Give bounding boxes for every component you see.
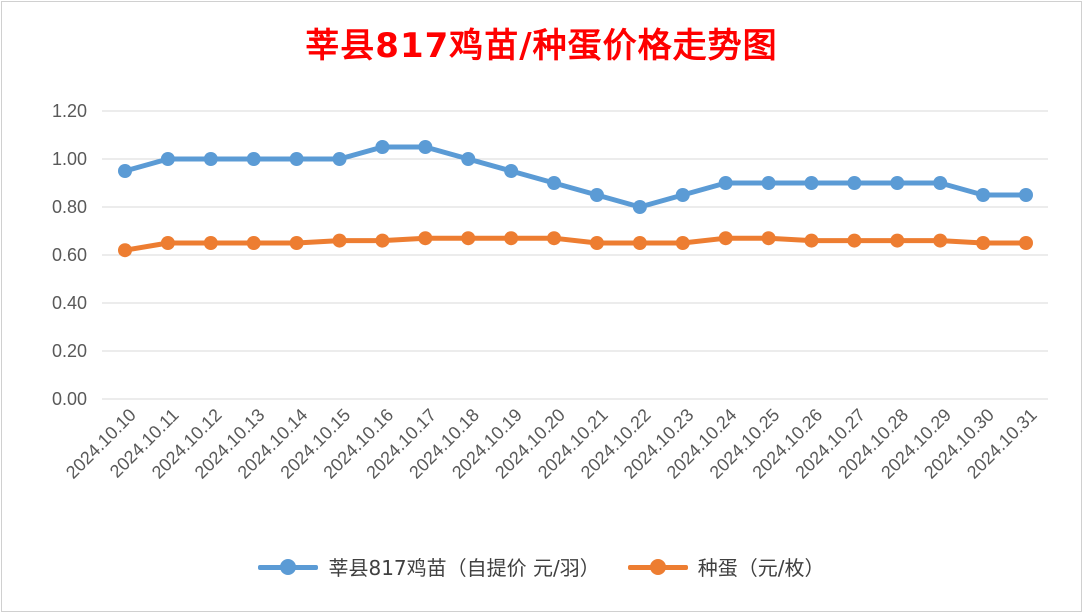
series-1-point-20 [976,188,991,202]
series-2-point-3 [246,236,261,250]
series-1-point-14 [718,176,733,190]
series-1-point-2 [203,152,218,166]
y-tick-label-2: 0.40 [52,293,87,313]
series-2-point-14 [718,231,733,246]
series-1-point-4 [289,152,304,166]
legend-item-series-1: 莘县817鸡苗（自提价 元/羽） [258,552,600,581]
series-1-point-1 [160,152,175,166]
series-1-point-0 [118,164,132,178]
y-tick-label-0: 0.00 [52,389,87,409]
legend-swatch-series-1 [258,557,319,577]
series-2-point-16 [804,233,819,248]
series-2-point-2 [203,236,218,250]
series-1-point-5 [332,152,347,166]
series-1-point-19 [933,176,948,190]
legend-label-series-2: 种蛋（元/枚） [697,556,825,580]
series-2-point-12 [632,236,647,250]
series-1-point-13 [675,188,690,202]
y-tick-label-3: 0.60 [52,245,87,265]
series-2-point-15 [761,231,776,246]
series-1-point-11 [589,188,604,202]
series-2-point-20 [976,236,991,250]
series-2-point-10 [547,231,562,246]
series-1-point-17 [847,176,862,190]
series-1-point-9 [504,164,519,178]
series-1-point-7 [418,140,433,154]
series-line-1 [122,144,1029,210]
legend-item-series-2: 种蛋（元/枚） [627,552,825,581]
series-1-point-6 [375,140,390,154]
series-2-point-6 [375,233,390,248]
chart-title: 莘县817鸡苗/种蛋价格走势图 [305,26,778,66]
series-2-point-9 [504,231,519,246]
series-2-point-5 [332,233,347,248]
series-1-point-16 [804,176,819,190]
series-1-point-8 [461,152,476,166]
legend-label-series-1: 莘县817鸡苗（自提价 元/羽） [328,556,600,580]
legend-swatch-series-2 [627,557,688,577]
y-tick-label-4: 0.80 [52,197,87,217]
series-2-point-21 [1019,236,1033,250]
series-2-point-8 [461,231,476,246]
series-2-point-7 [418,231,433,246]
y-tick-label-1: 0.20 [52,341,87,361]
series-2-point-18 [890,233,905,248]
y-tick-label-5: 1.00 [52,149,87,169]
series-2-point-1 [160,236,175,250]
series-1-point-3 [246,152,261,166]
series-1-point-12 [632,200,647,214]
series-1-point-15 [761,176,776,190]
series-2-point-11 [589,236,604,250]
legend: 莘县817鸡苗（自提价 元/羽） 种蛋（元/枚） [0,552,1083,581]
series-2-point-13 [675,236,690,250]
series-line-2 [122,235,1029,253]
series-2-point-4 [289,236,304,250]
series-2-point-17 [847,233,862,248]
series-1-point-18 [890,176,905,190]
series-1-point-10 [547,176,562,190]
series-2-point-0 [118,243,132,258]
series-2-point-19 [933,233,948,248]
series-1-point-21 [1019,188,1033,202]
y-tick-label-6: 1.20 [52,101,87,121]
